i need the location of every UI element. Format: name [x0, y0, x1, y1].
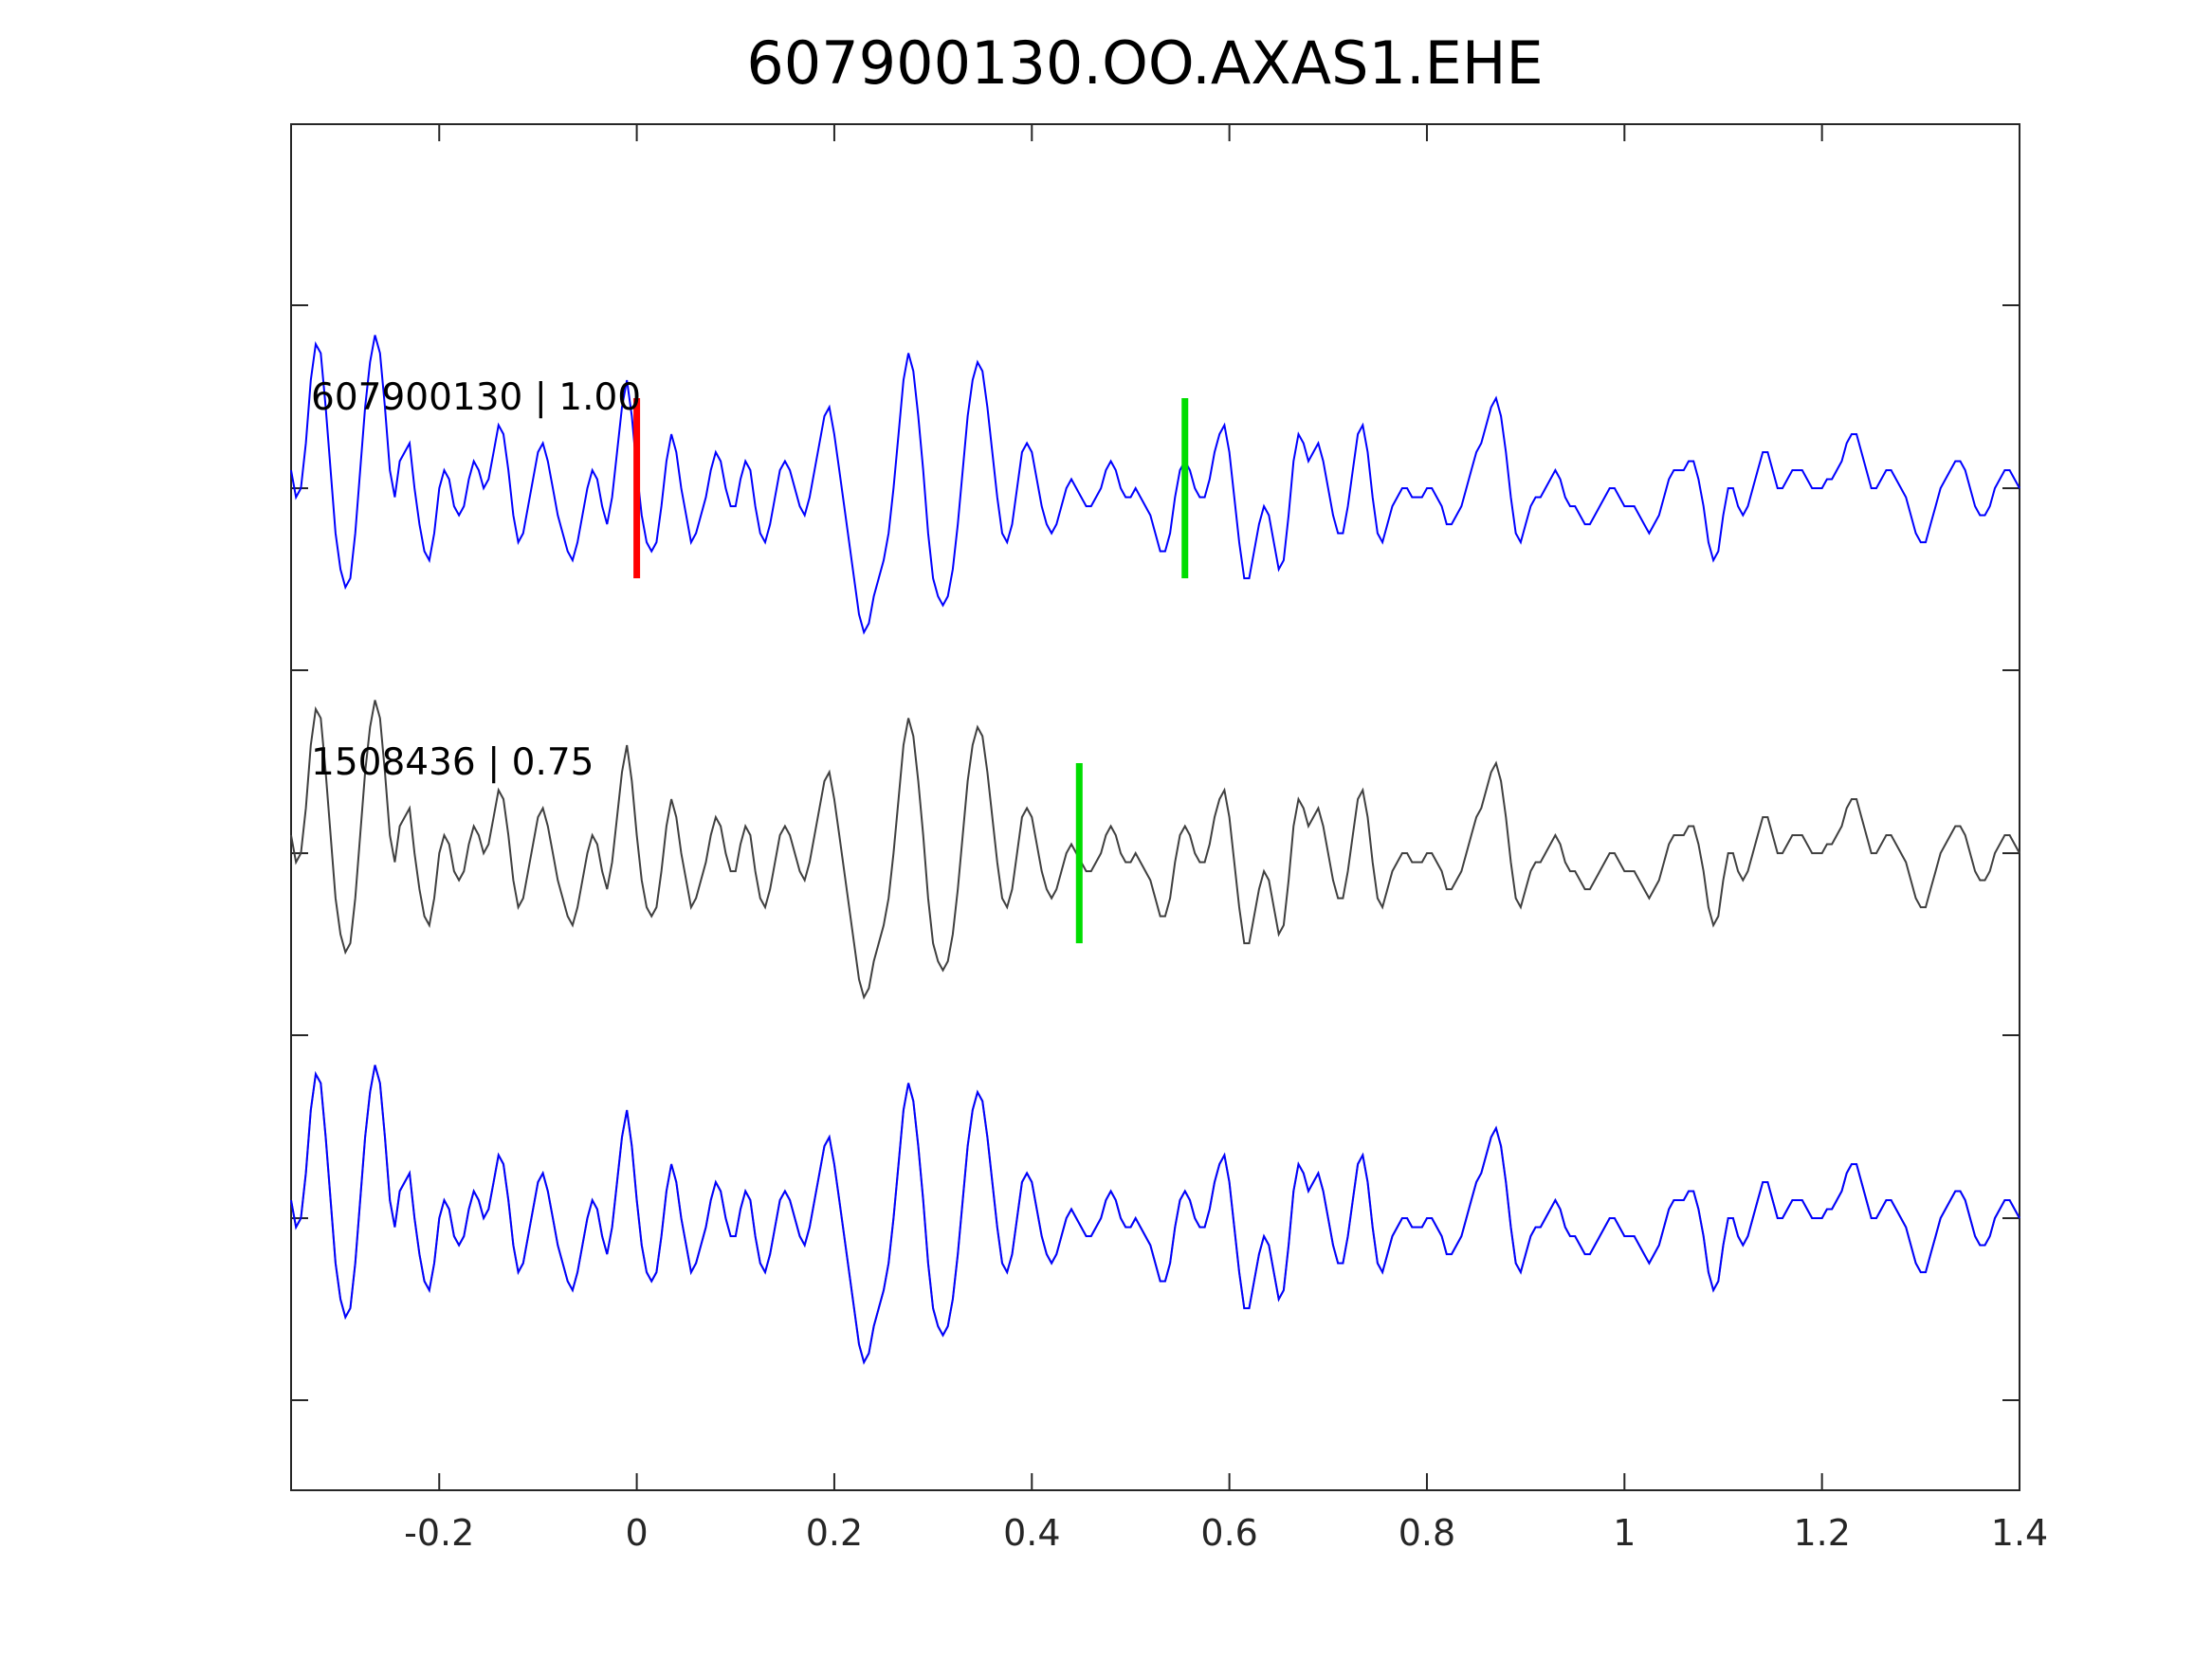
x-ticks: -0.2 0 0.2 0.4 0.6 0.8 1 1.2 1.4: [404, 124, 2048, 1554]
series-line-template: [290, 700, 2020, 1000]
x-tick-label: 1.2: [1793, 1512, 1850, 1554]
trace-label-target: 607900130 | 1.00: [311, 376, 641, 419]
trace-label-template: 1508436 | 0.75: [311, 741, 594, 784]
traces: [290, 335, 2020, 1365]
pick-markers: [633, 398, 1189, 943]
x-tick-label: 1.4: [1991, 1512, 2048, 1554]
x-tick-label: 0.4: [1003, 1512, 1060, 1554]
x-tick-label: 0.6: [1200, 1512, 1257, 1554]
series-line-target: [290, 335, 2020, 635]
x-tick-label: 1: [1613, 1512, 1636, 1554]
x-tick-label: 0.2: [806, 1512, 863, 1554]
x-tick-label: 0.8: [1398, 1512, 1455, 1554]
chart-title: 607900130.OO.AXAS1.EHE: [746, 28, 1544, 98]
x-tick-label: 0: [626, 1512, 649, 1554]
x-tick-label: -0.2: [404, 1512, 474, 1554]
series-line-overlay-target: [290, 1065, 2020, 1365]
plot-area: [290, 123, 2020, 1491]
